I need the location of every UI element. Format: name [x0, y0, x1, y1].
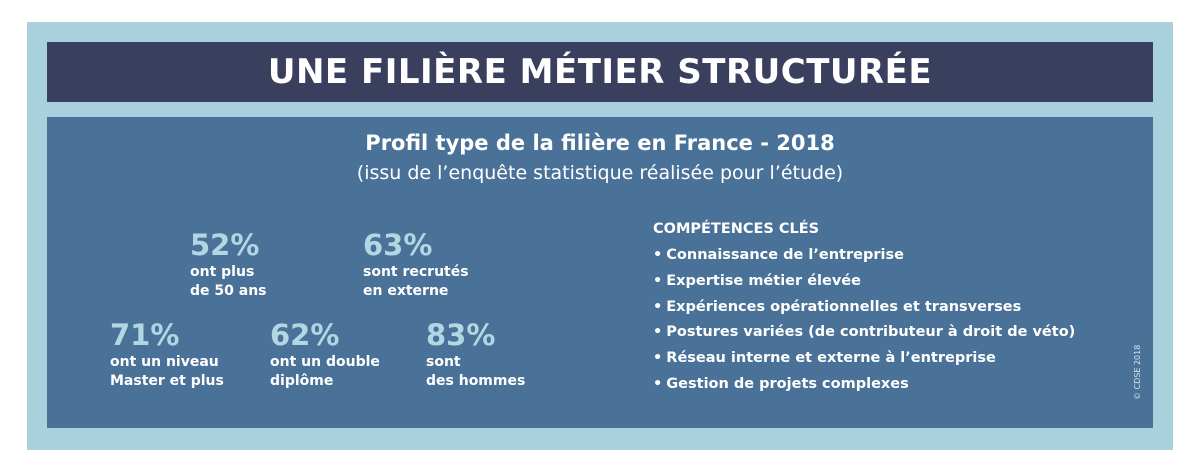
stat-percent: 83%: [426, 318, 496, 352]
bullet-icon: •: [653, 324, 663, 341]
bullet-icon: •: [653, 350, 663, 367]
key-skills: COMPÉTENCES CLÉS • Connaissance de l’entr…: [653, 221, 1075, 398]
bullet-icon: •: [653, 375, 663, 392]
stat-age: 52% ont plus de 50 ans: [190, 229, 267, 301]
list-item: • Réseau interne et externe à l’entrepris…: [653, 346, 1075, 372]
stat-label: ont plus de 50 ans: [190, 264, 267, 299]
title-banner: UNE FILIÈRE MÉTIER STRUCTURÉE: [47, 42, 1153, 102]
key-skills-heading: COMPÉTENCES CLÉS: [653, 221, 820, 237]
stat-label: sont recrutés en externe: [363, 264, 469, 299]
stat-men: 83% sont des hommes: [426, 319, 525, 391]
skill-label: Réseau interne et externe à l’entreprise: [666, 350, 996, 367]
stat-label: ont un double diplôme: [270, 354, 380, 389]
stat-percent: 62%: [270, 318, 340, 352]
list-item: • Expertise métier élevée: [653, 269, 1075, 295]
bullet-icon: •: [653, 298, 663, 315]
stat-double-degree: 62% ont un double diplôme: [270, 319, 380, 391]
key-skills-list: • Connaissance de l’entreprise • Expertise…: [653, 243, 1075, 398]
skill-label: Expériences opérationnelles et transvers…: [666, 298, 1022, 315]
skill-label: Connaissance de l’entreprise: [666, 247, 904, 263]
bullet-icon: •: [653, 247, 663, 263]
skill-label: Expertise métier élevée: [666, 272, 861, 289]
skill-label: Gestion de projets complexes: [666, 375, 909, 392]
stat-master: 71% ont un niveau Master et plus: [110, 319, 224, 391]
stat-recruitment: 63% sont recrutés en externe: [363, 229, 469, 301]
list-item: • Gestion de projets complexes: [653, 372, 1075, 398]
panel-subtitle: Profil type de la filière en France - 20…: [365, 131, 835, 155]
skill-label: Postures variées (de contributeur à droi…: [666, 324, 1076, 341]
list-item: • Expériences opérationnelles et transver…: [653, 295, 1075, 321]
list-item: • Postures variées (de contributeur à dro…: [653, 320, 1075, 346]
copyright-notice: © CDSE 2018: [1133, 344, 1142, 400]
stat-percent: 52%: [190, 228, 260, 262]
stat-label: ont un niveau Master et plus: [110, 354, 224, 389]
list-item: • Connaissance de l’entreprise: [653, 243, 1075, 269]
stat-label: sont des hommes: [426, 354, 526, 389]
panel-subtitle-note: (issu de l’enquête statistique réalisée …: [356, 162, 844, 184]
stat-percent: 63%: [363, 228, 433, 262]
bullet-icon: •: [653, 272, 663, 289]
stat-percent: 71%: [110, 318, 180, 352]
profile-panel: Profil type de la filière en France - 20…: [47, 117, 1153, 428]
page-title: UNE FILIÈRE MÉTIER STRUCTURÉE: [267, 52, 933, 92]
